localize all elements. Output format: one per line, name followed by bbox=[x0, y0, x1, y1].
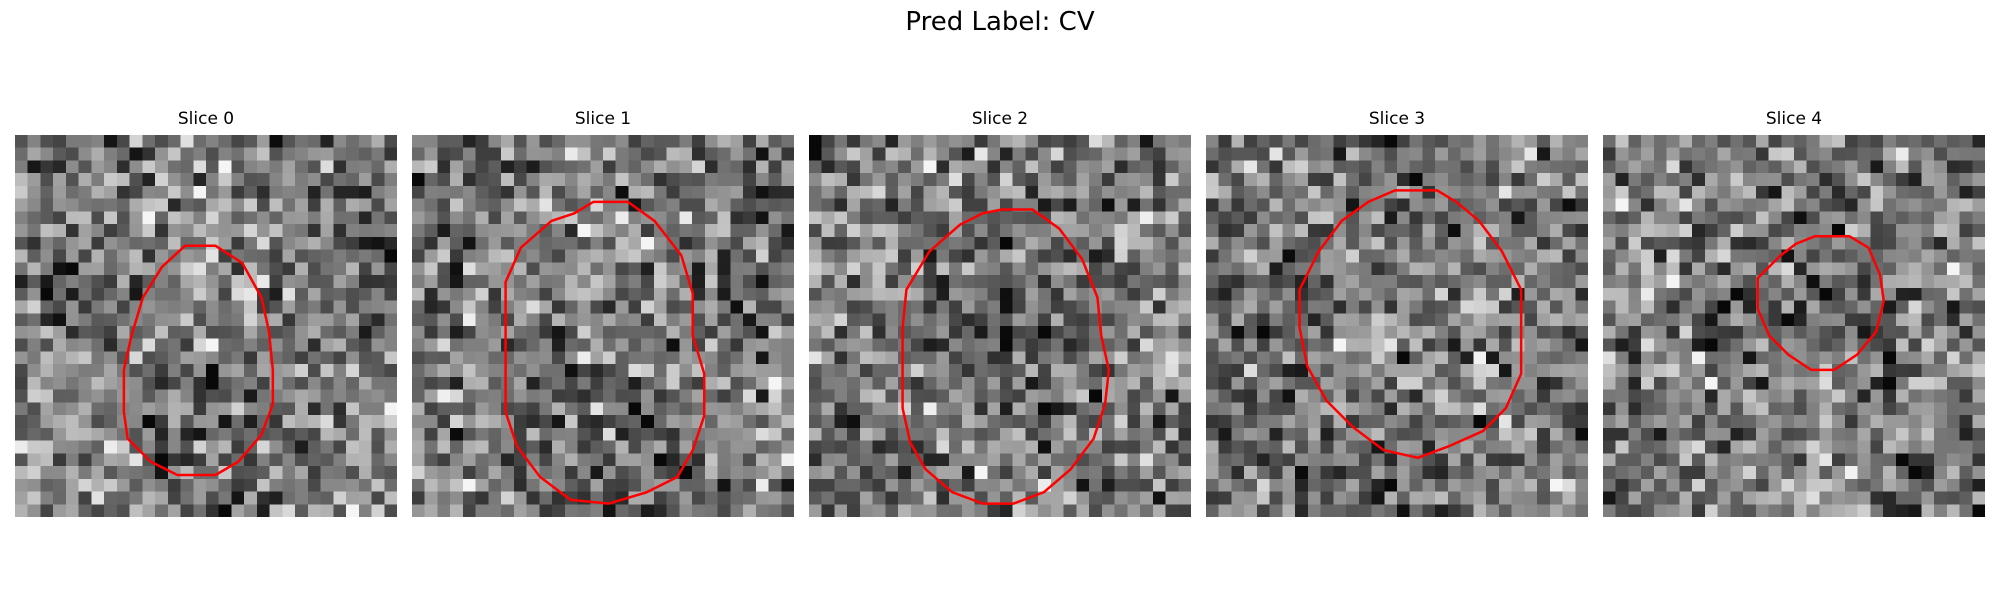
nodule-contour-3 bbox=[1300, 190, 1522, 457]
nodule-contour-4 bbox=[1758, 236, 1884, 370]
slice-image-1 bbox=[412, 135, 794, 517]
slice-title-1: Slice 1 bbox=[574, 109, 632, 129]
contour-overlay-3 bbox=[1206, 135, 1588, 517]
slice-panel-0: Slice 0 bbox=[15, 108, 397, 517]
nodule-contour-0 bbox=[124, 246, 273, 475]
slice-panel-4: Slice 4 bbox=[1603, 108, 1985, 517]
nodule-contour-1 bbox=[506, 202, 705, 504]
contour-overlay-4 bbox=[1603, 135, 1985, 517]
slice-title-4: Slice 4 bbox=[1765, 109, 1823, 129]
slice-panel-1: Slice 1 bbox=[412, 108, 794, 517]
contour-overlay-0 bbox=[15, 135, 397, 517]
slice-title-3: Slice 3 bbox=[1368, 109, 1426, 129]
slice-image-0 bbox=[15, 135, 397, 517]
slice-title-0: Slice 0 bbox=[177, 109, 235, 129]
slice-panel-3: Slice 3 bbox=[1206, 108, 1588, 517]
contour-overlay-1 bbox=[412, 135, 794, 517]
slice-image-4 bbox=[1603, 135, 1985, 517]
contour-overlay-2 bbox=[809, 135, 1191, 517]
slice-panel-2: Slice 2 bbox=[809, 108, 1191, 517]
slice-title-2: Slice 2 bbox=[971, 109, 1029, 129]
nodule-contour-2 bbox=[903, 209, 1109, 503]
slice-image-2 bbox=[809, 135, 1191, 517]
figure-suptitle: Pred Label: CV bbox=[905, 7, 1095, 37]
